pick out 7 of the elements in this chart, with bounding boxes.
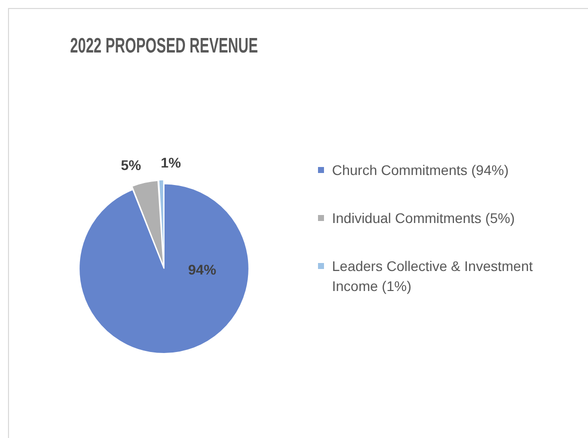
data-label: 1%: [160, 154, 182, 171]
legend-label: Individual Commitments (5%): [332, 209, 515, 228]
chart-title: 2022 PROPOSED REVENUE: [70, 34, 258, 58]
data-label: 5%: [120, 157, 142, 174]
legend-label: Leaders Collective & Investment Income (1%): [332, 257, 534, 296]
data-label: 94%: [188, 261, 217, 278]
legend-label: Church Commitments (94%): [332, 161, 509, 180]
